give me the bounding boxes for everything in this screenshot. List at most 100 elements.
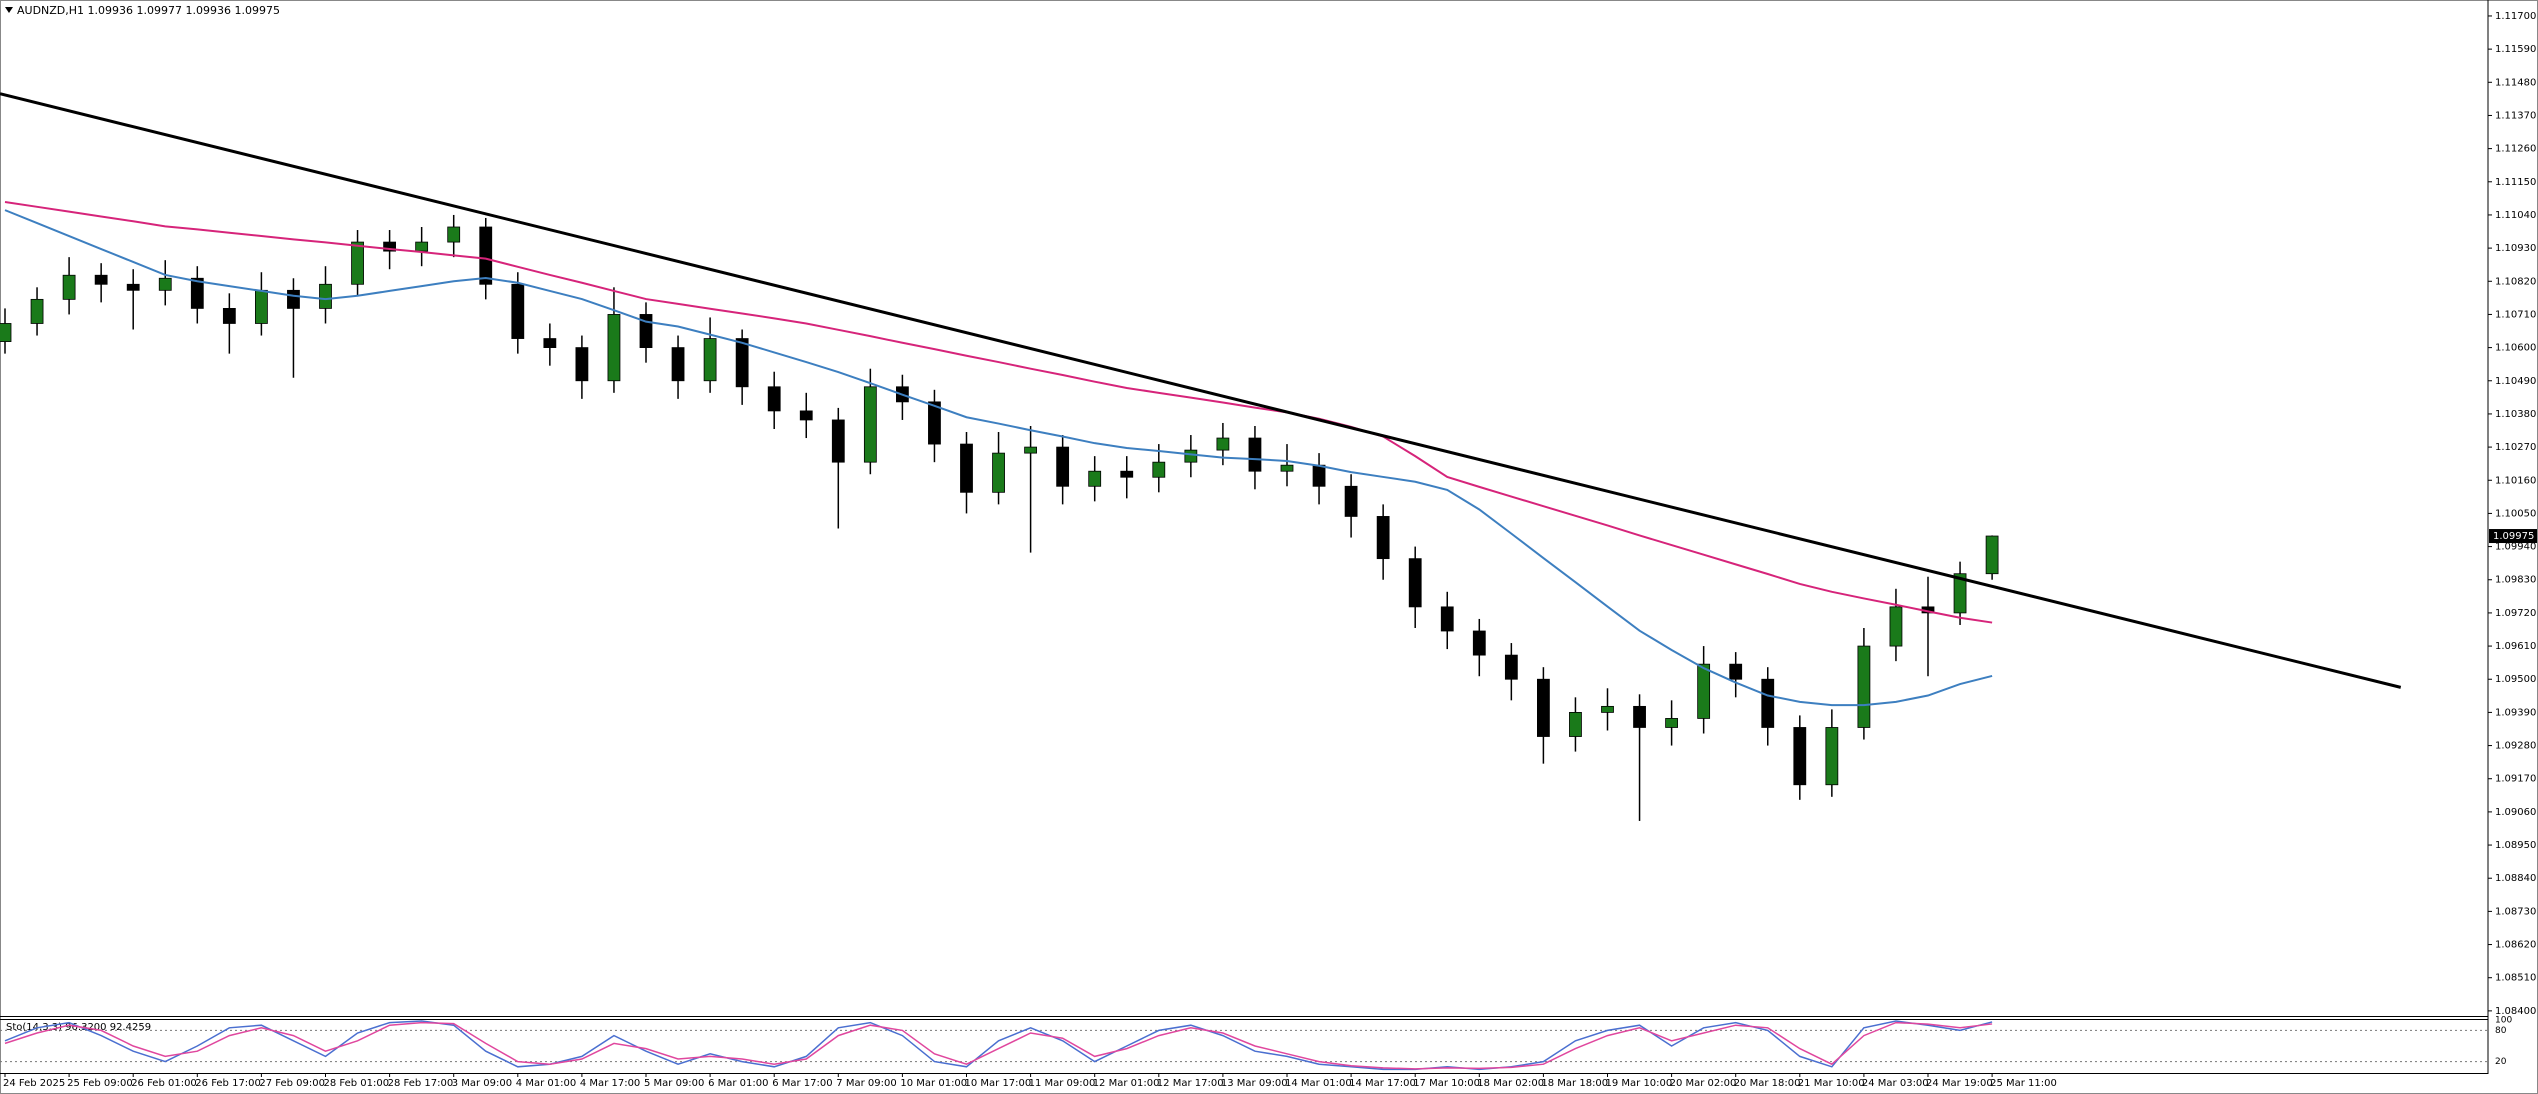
y-tick-label: 1.08840: [2495, 873, 2536, 884]
y-tick-label: 1.11700: [2495, 11, 2536, 22]
candle-body: [1569, 712, 1582, 737]
y-tick-label: 1.09610: [2495, 641, 2536, 652]
candle-body: [1024, 446, 1037, 454]
candle-body: [863, 386, 877, 463]
x-tick-label: 28 Feb 17:00: [388, 1078, 454, 1089]
candle-body: [928, 401, 941, 445]
candle-body: [287, 289, 300, 309]
y-tick-label: 1.10050: [2495, 508, 2536, 519]
x-tick-label: 3 Mar 09:00: [452, 1078, 512, 1089]
candle-body: [703, 338, 717, 382]
x-tick-label: 26 Feb 01:00: [131, 1078, 197, 1089]
candle-body: [1889, 606, 1903, 647]
candle-body: [735, 338, 749, 388]
last-price-box: [2489, 529, 2537, 544]
symbol-menu-arrow[interactable]: [5, 7, 13, 13]
y-tick-label: 1.09500: [2495, 674, 2536, 685]
y-tick-label: 1.11150: [2495, 177, 2536, 188]
candle-body: [1184, 449, 1198, 463]
trendline: [0, 92, 2402, 689]
candle-body: [351, 241, 364, 285]
y-tick-label: 1.09940: [2495, 542, 2536, 553]
y-tick-label: 1.10490: [2495, 376, 2536, 387]
y-tick-label: 1.11260: [2495, 144, 2536, 155]
x-tick-label: 14 Mar 17:00: [1349, 1078, 1416, 1089]
y-tick-label: 1.08510: [2495, 973, 2536, 984]
x-tick-label: 20 Mar 18:00: [1734, 1078, 1801, 1089]
candle-body: [254, 289, 268, 324]
candle-body: [126, 283, 140, 291]
indicator-tick-label: 80: [2495, 1026, 2507, 1036]
candle-body: [1056, 446, 1070, 487]
candle-body: [831, 419, 845, 463]
x-tick-label: 13 Mar 09:00: [1221, 1078, 1288, 1089]
candle-body: [1248, 437, 1262, 472]
x-tick-label: 11 Mar 09:00: [1029, 1078, 1096, 1089]
y-tick-label: 1.08950: [2495, 840, 2536, 851]
candle-body: [1120, 470, 1134, 478]
candle-body: [1216, 437, 1230, 451]
stochastic-line: [4, 1021, 1993, 1070]
candle-body: [543, 338, 557, 349]
last-price-label: 1.09975: [2493, 531, 2534, 542]
candle-body: [799, 410, 813, 421]
candle-body: [1440, 606, 1454, 632]
x-tick-label: 6 Mar 01:00: [708, 1078, 768, 1089]
candle-body: [1985, 535, 1999, 575]
y-tick-label: 1.10710: [2495, 309, 2536, 320]
candle-body: [1088, 470, 1102, 487]
candle-body: [1376, 516, 1390, 560]
candle-body: [1665, 718, 1678, 728]
x-tick-label: 14 Mar 01:00: [1285, 1078, 1352, 1089]
candle-body: [1312, 464, 1326, 487]
candle-body: [479, 226, 493, 285]
stochastic-line: [4, 1020, 1993, 1071]
candle-body: [607, 314, 621, 382]
y-tick-label: 1.09060: [2495, 807, 2536, 818]
indicator-tick-label: 20: [2495, 1057, 2507, 1067]
candle-body: [415, 241, 429, 252]
x-tick-label: 4 Mar 17:00: [580, 1078, 640, 1089]
x-tick-label: 4 Mar 01:00: [516, 1078, 576, 1089]
indicator-title: Sto(14,3,3) 96.3200 92.4259: [6, 1022, 151, 1033]
x-tick-label: 7 Mar 09:00: [836, 1078, 896, 1089]
x-tick-label: 12 Mar 01:00: [1093, 1078, 1160, 1089]
candle-body: [0, 323, 12, 342]
candle-body: [1601, 705, 1614, 713]
x-tick-label: 5 Mar 09:00: [644, 1078, 704, 1089]
candle-body: [319, 283, 332, 309]
y-tick-label: 1.09280: [2495, 741, 2536, 752]
x-tick-label: 18 Mar 18:00: [1541, 1078, 1608, 1089]
y-tick-label: 1.10270: [2495, 442, 2536, 453]
candle-body: [1857, 645, 1871, 728]
y-tick-label: 1.09830: [2495, 575, 2536, 586]
candle-body: [1504, 654, 1518, 680]
moving-average: [4, 200, 1993, 624]
y-tick-label: 1.11040: [2495, 210, 2536, 221]
x-tick-label: 26 Feb 17:00: [195, 1078, 261, 1089]
x-tick-label: 21 Mar 10:00: [1798, 1078, 1865, 1089]
candle-body: [1280, 464, 1294, 472]
moving-average: [4, 209, 1993, 707]
y-tick-label: 1.09720: [2495, 608, 2536, 619]
y-tick-label: 1.08400: [2495, 1006, 2536, 1017]
candle-body: [30, 298, 44, 324]
y-tick-label: 1.09170: [2495, 774, 2536, 785]
candle-body: [62, 274, 76, 300]
candle-body: [1152, 461, 1166, 478]
x-tick-label: 24 Mar 03:00: [1862, 1078, 1929, 1089]
x-tick-label: 10 Mar 17:00: [965, 1078, 1032, 1089]
x-tick-label: 25 Feb 09:00: [67, 1078, 133, 1089]
y-tick-label: 1.11370: [2495, 110, 2536, 121]
candle-body: [1825, 727, 1839, 786]
candle-body: [1344, 485, 1358, 517]
x-tick-label: 17 Mar 10:00: [1413, 1078, 1480, 1089]
candle-body: [1697, 663, 1711, 719]
x-tick-label: 10 Mar 01:00: [900, 1078, 967, 1089]
candle-body: [1633, 705, 1646, 728]
candle-body: [1537, 678, 1550, 737]
candle-body: [1729, 663, 1743, 680]
y-tick-label: 1.11590: [2495, 44, 2536, 55]
